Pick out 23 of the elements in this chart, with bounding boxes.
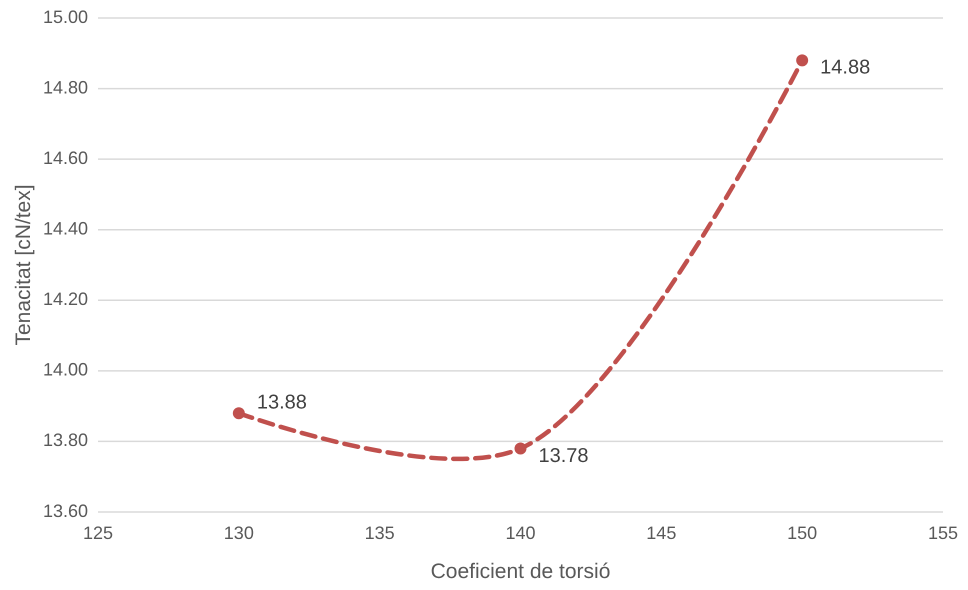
x-tick-label: 140 bbox=[505, 523, 536, 543]
data-label: 13.78 bbox=[538, 444, 589, 467]
x-tick-label: 135 bbox=[364, 523, 395, 543]
y-tick-label: 14.80 bbox=[42, 77, 88, 98]
point bbox=[232, 407, 245, 420]
y-tick-label: 13.80 bbox=[42, 430, 88, 450]
y-tick-label: 14.00 bbox=[42, 360, 88, 380]
point bbox=[796, 54, 808, 66]
y-tick-label: 14.40 bbox=[42, 218, 88, 238]
x-tick-label: 155 bbox=[928, 523, 958, 543]
point bbox=[514, 442, 526, 454]
x-tick-label: 130 bbox=[224, 523, 254, 543]
data-label: 14.88 bbox=[820, 56, 870, 79]
x-tick-label: 145 bbox=[646, 523, 676, 543]
y-tick-label: 15.00 bbox=[42, 6, 88, 27]
x-tick-label: 150 bbox=[787, 523, 818, 543]
y-tick-label: 14.60 bbox=[42, 148, 88, 168]
y-tick-label: 14.20 bbox=[42, 289, 88, 310]
x-tick-label: 125 bbox=[82, 523, 114, 543]
y-axis-title: Tenacitat [cN/tex] bbox=[12, 184, 35, 346]
y-tick-label: 13.60 bbox=[42, 500, 88, 521]
data-label: 13.88 bbox=[256, 391, 307, 414]
x-axis-title: Coeficient de torsió bbox=[430, 560, 610, 583]
